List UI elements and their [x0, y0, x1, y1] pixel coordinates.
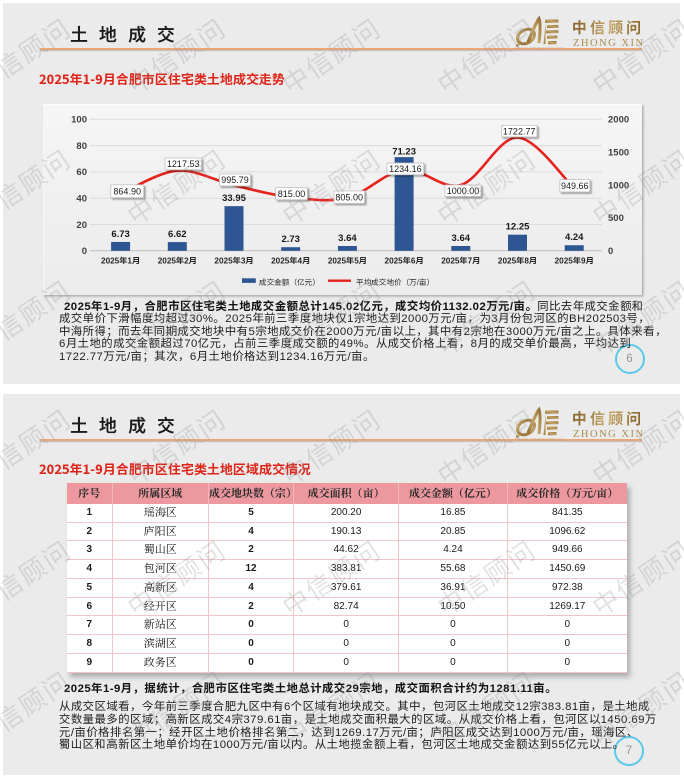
svg-text:2025年4月: 2025年4月	[271, 255, 310, 265]
svg-text:20: 20	[76, 220, 87, 231]
svg-text:1000.00: 1000.00	[447, 186, 480, 196]
svg-text:4.24: 4.24	[565, 232, 584, 243]
svg-text:6.62: 6.62	[168, 229, 187, 240]
svg-text:2025年9月: 2025年9月	[555, 255, 594, 265]
svg-text:成交金额（亿元）: 成交金额（亿元）	[259, 278, 320, 287]
svg-text:100: 100	[71, 115, 87, 126]
svg-text:3.64: 3.64	[338, 233, 357, 244]
svg-text:2025年6月: 2025年6月	[385, 255, 424, 265]
svg-text:71.23: 71.23	[392, 146, 416, 157]
svg-text:60: 60	[76, 167, 87, 178]
svg-text:864.90: 864.90	[113, 187, 141, 197]
svg-text:1722.77: 1722.77	[503, 126, 536, 136]
svg-text:80: 80	[76, 141, 87, 152]
svg-text:40: 40	[76, 194, 87, 205]
svg-text:2025年1月: 2025年1月	[101, 255, 140, 265]
svg-text:0: 0	[608, 246, 613, 257]
svg-text:1234.16: 1234.16	[389, 164, 422, 174]
svg-text:2000: 2000	[608, 115, 629, 126]
svg-text:1000: 1000	[608, 180, 629, 191]
svg-text:2025年3月: 2025年3月	[214, 255, 253, 265]
svg-text:2025年2月: 2025年2月	[158, 255, 197, 265]
svg-text:815.00: 815.00	[278, 189, 306, 199]
svg-text:805.00: 805.00	[335, 192, 363, 202]
svg-text:2.73: 2.73	[281, 234, 300, 245]
svg-text:2025年5月: 2025年5月	[328, 255, 367, 265]
svg-text:2025年7月: 2025年7月	[441, 255, 480, 265]
svg-text:平均成交地价（万/亩）: 平均成交地价（万/亩）	[356, 278, 434, 287]
svg-text:3.64: 3.64	[452, 233, 471, 244]
svg-text:0: 0	[82, 246, 87, 257]
svg-text:500: 500	[608, 213, 624, 224]
svg-text:2025年8月: 2025年8月	[498, 255, 537, 265]
svg-text:1217.53: 1217.53	[167, 159, 200, 169]
svg-text:995.79: 995.79	[221, 175, 249, 185]
svg-text:1500: 1500	[608, 148, 629, 159]
svg-text:33.95: 33.95	[222, 193, 246, 204]
svg-text:949.66: 949.66	[561, 181, 589, 191]
svg-text:12.25: 12.25	[506, 222, 530, 233]
svg-text:6.73: 6.73	[111, 229, 130, 240]
